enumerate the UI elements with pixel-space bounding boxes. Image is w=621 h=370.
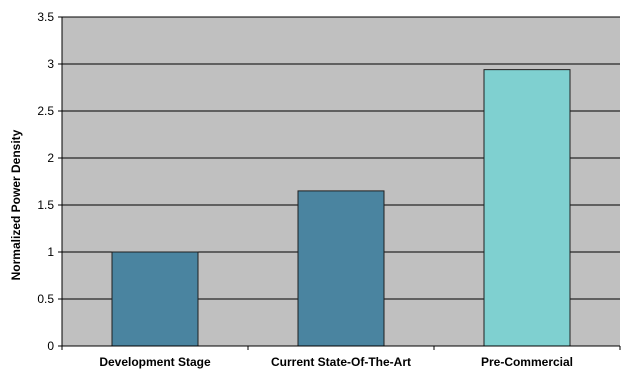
- y-tick-label: 1: [47, 245, 54, 259]
- y-tick-label: 1.5: [37, 198, 54, 212]
- x-category-label: Pre-Commercial: [481, 355, 573, 369]
- bar: [111, 251, 199, 347]
- y-tick-label: 2.5: [37, 104, 54, 118]
- y-tick-label: 3.5: [37, 10, 54, 24]
- bar: [483, 69, 571, 347]
- axes: [58, 16, 621, 350]
- x-category-label: Development Stage: [99, 355, 211, 369]
- bar: [297, 190, 385, 347]
- y-tick-label: 0: [47, 339, 54, 353]
- y-tick-label: 3: [47, 57, 54, 71]
- x-category-labels: Development Stage Current State-Of-The-Ar…: [99, 355, 573, 369]
- y-axis-title: Normalized Power Density: [9, 129, 23, 280]
- y-tick-label: 2: [47, 151, 54, 165]
- y-tick-label: 0.5: [37, 292, 54, 306]
- y-tick-labels: 0 0.5 1 1.5 2 2.5 3 3.5: [37, 10, 54, 353]
- x-category-label: Current State-Of-The-Art: [271, 355, 411, 369]
